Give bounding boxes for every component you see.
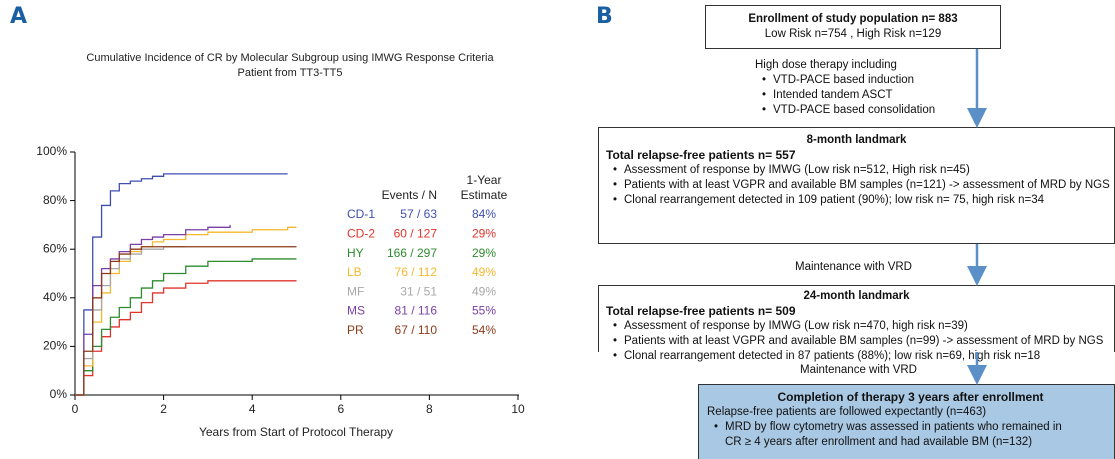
note-bullet: VTD-PACE based induction	[755, 73, 935, 88]
table-header: 1-Year	[467, 173, 502, 187]
chart-subtitle: Patient from TT3-TT5	[238, 67, 343, 79]
events-n: 31 / 51	[400, 284, 437, 298]
box-text: Low Risk n=754 , High Risk n=129	[764, 28, 942, 40]
therapy-note: High dose therapy including VTD-PACE bas…	[755, 58, 935, 118]
box-bullet: Clonal rearrangement detected in 87 pati…	[606, 349, 1114, 364]
box-bullet: Assessment of response by IMWG (Low risk…	[606, 319, 1114, 334]
enrollment-box: Enrollment of study population n= 883 Lo…	[705, 5, 1001, 49]
box-bullet: CR ≥ 4 years after enrollment and had av…	[725, 436, 1033, 448]
legend-label: CD-1	[347, 207, 375, 221]
events-n: 166 / 297	[387, 246, 437, 260]
events-n: 60 / 127	[394, 226, 438, 240]
box-title: Enrollment of study population n= 883	[748, 13, 958, 25]
maintenance-label: Maintenance with VRD	[800, 364, 917, 376]
box-bullet: Clonal rearrangement detected in 109 pat…	[606, 193, 1114, 208]
estimate: 49%	[472, 284, 496, 298]
note-heading: High dose therapy including	[755, 59, 897, 71]
box-bullet: Assessment of response by IMWG (Low risk…	[606, 163, 1114, 178]
y-tick-label: 40%	[43, 290, 67, 304]
y-tick-label: 100%	[36, 144, 67, 158]
chart-title: Cumulative Incidence of CR by Molecular …	[86, 52, 494, 64]
legend-label: HY	[347, 246, 364, 260]
estimate: 29%	[472, 226, 496, 240]
legend-label: MF	[347, 284, 364, 298]
x-tick-label: 10	[511, 402, 525, 416]
y-tick-label: 80%	[43, 193, 67, 207]
estimate: 54%	[472, 323, 496, 337]
series-line	[75, 173, 288, 396]
events-n: 76 / 112	[395, 265, 438, 279]
chart: Cumulative Incidence of CR by Molecular …	[36, 52, 525, 439]
box-title: 24-month landmark	[803, 290, 910, 302]
x-tick-label: 6	[337, 402, 344, 416]
events-n: 81 / 116	[395, 304, 438, 318]
series-line	[75, 224, 231, 396]
box-bullet: Patients with at least VGPR and availabl…	[606, 334, 1114, 349]
x-tick-label: 4	[249, 402, 256, 416]
box-title: Completion of therapy 3 years after enro…	[777, 390, 1044, 404]
panel-label: B	[596, 4, 613, 29]
y-tick-label: 60%	[43, 241, 67, 255]
maintenance-label: Maintenance with VRD	[795, 261, 912, 273]
box-bullet: Patients with at least VGPR and availabl…	[606, 178, 1114, 193]
x-axis-label: Years from Start of Protocol Therapy	[199, 425, 393, 439]
x-tick-label: 2	[160, 402, 167, 416]
estimate: 55%	[472, 304, 496, 318]
legend-label: PR	[347, 323, 364, 337]
box-bullet: MRD by flow cytometry was assessed in pa…	[707, 420, 1114, 435]
x-tick-label: 8	[426, 402, 433, 416]
x-tick-label: 0	[72, 402, 79, 416]
note-bullet: VTD-PACE based consolidation	[755, 103, 935, 118]
completion-box: Completion of therapy 3 years after enro…	[698, 384, 1115, 459]
box-total: Total relapse-free patients n= 509	[606, 304, 796, 318]
series-line	[75, 280, 297, 396]
legend-label: CD-2	[347, 226, 375, 240]
box-text: Relapse-free patients are followed expec…	[707, 406, 987, 418]
box-title: 8-month landmark	[806, 134, 907, 146]
table-header: Events / N	[382, 188, 437, 202]
y-tick-label: 0%	[50, 387, 68, 401]
series-line	[75, 258, 297, 396]
panel-label: A	[10, 4, 28, 29]
landmark8-box: 8-month landmark Total relapse-free pati…	[598, 127, 1115, 244]
series-line	[75, 226, 297, 396]
estimate: 29%	[472, 246, 496, 260]
table-header: Estimate	[461, 188, 508, 202]
legend-label: LB	[347, 265, 362, 279]
legend-label: MS	[347, 304, 365, 318]
landmark24-box: 24-month landmark Total relapse-free pat…	[598, 285, 1115, 364]
estimate: 84%	[472, 207, 496, 221]
events-n: 57 / 63	[400, 207, 437, 221]
estimate: 49%	[472, 265, 496, 279]
y-tick-label: 20%	[43, 339, 67, 353]
note-bullet: Intended tandem ASCT	[755, 88, 935, 103]
box-total: Total relapse-free patients n= 557	[606, 148, 796, 162]
series-line	[75, 246, 186, 396]
series-line	[75, 246, 297, 396]
events-n: 67 / 110	[395, 323, 438, 337]
